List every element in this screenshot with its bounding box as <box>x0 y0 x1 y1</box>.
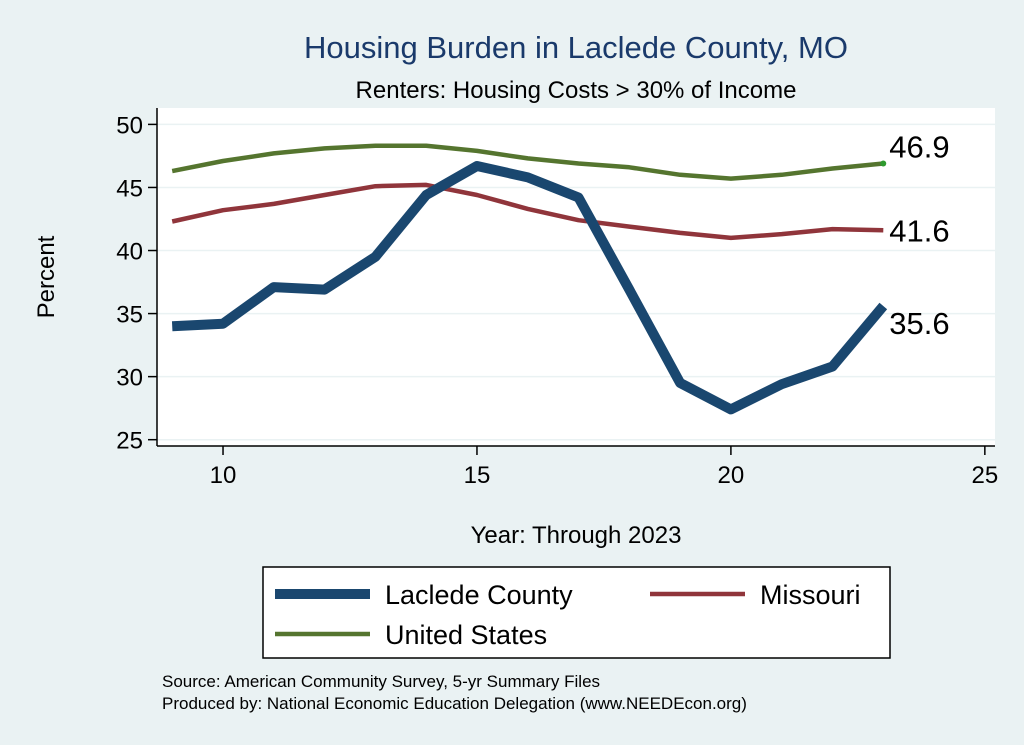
axes: 25 30 35 40 45 50 10 15 20 25 <box>116 108 998 489</box>
y-tick-label: 25 <box>116 428 143 455</box>
legend-label-laclede-county: Laclede County <box>385 580 573 610</box>
x-tick-label: 20 <box>718 462 745 489</box>
legend: Laclede County Missouri United States <box>262 566 891 659</box>
series-line-united-states <box>171 143 884 181</box>
x-tick-label: 15 <box>464 462 491 489</box>
y-tick-label: 50 <box>116 112 143 139</box>
x-tick-label: 25 <box>971 462 998 489</box>
grid <box>157 123 995 441</box>
x-axis-title: Year: Through 2023 <box>471 522 682 549</box>
y-tick-label: 45 <box>116 175 143 202</box>
legend-box <box>262 566 891 659</box>
y-tick-label: 40 <box>116 239 143 266</box>
x-tick-label: 10 <box>210 462 237 489</box>
series-line-missouri <box>171 182 884 241</box>
end-labels: 35.6 41.6 46.9 <box>889 129 949 341</box>
end-label-laclede-county: 35.6 <box>889 306 949 341</box>
end-point-united-states <box>880 160 887 167</box>
y-axis-title: Percent <box>33 235 60 318</box>
y-tick-label: 35 <box>116 302 143 329</box>
series-line-laclede-county <box>171 161 888 415</box>
legend-label-missouri: Missouri <box>760 580 861 610</box>
producer-note: Produced by: National Economic Education… <box>162 694 747 713</box>
source-note: Source: American Community Survey, 5-yr … <box>162 672 600 691</box>
series-layer <box>171 143 888 415</box>
chart-subtitle: Renters: Housing Costs > 30% of Income <box>356 77 797 104</box>
chart-title: Housing Burden in Laclede County, MO <box>304 30 848 65</box>
y-tick-label: 30 <box>116 365 143 392</box>
end-label-united-states: 46.9 <box>889 129 949 164</box>
end-label-missouri: 41.6 <box>889 213 949 248</box>
plot-area <box>157 108 995 446</box>
legend-label-united-states: United States <box>385 620 547 650</box>
